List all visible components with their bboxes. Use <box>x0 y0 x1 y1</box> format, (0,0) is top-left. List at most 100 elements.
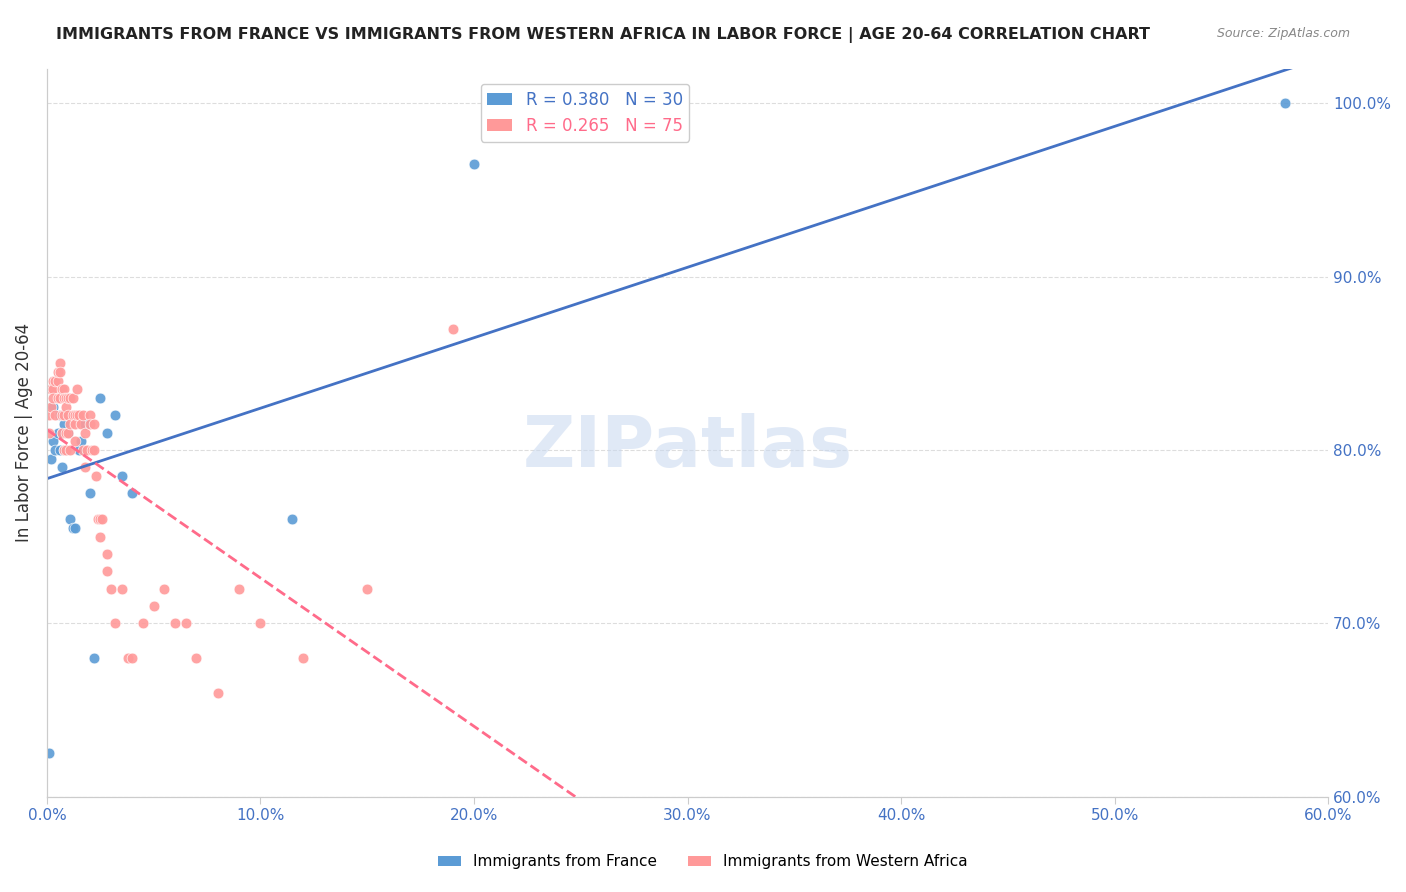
Point <box>72 442 94 457</box>
Point <box>55 442 77 457</box>
Point <box>58 391 80 405</box>
Point <box>58 425 80 440</box>
Point <box>67 442 90 457</box>
Point <box>58 425 80 440</box>
Point <box>48 442 70 457</box>
Point <box>38 425 60 440</box>
Point <box>59 417 82 431</box>
Point <box>76 442 98 457</box>
Point <box>281 512 304 526</box>
Point <box>89 512 111 526</box>
Point <box>48 356 70 370</box>
Y-axis label: In Labor Force | Age 20-64: In Labor Force | Age 20-64 <box>15 323 32 542</box>
Point <box>96 564 118 578</box>
Point <box>174 616 197 631</box>
Point <box>89 530 111 544</box>
Point <box>186 651 208 665</box>
Point <box>163 616 186 631</box>
Point <box>79 486 101 500</box>
Point <box>87 512 110 526</box>
Point <box>66 382 89 396</box>
Point <box>463 157 485 171</box>
Point <box>104 409 127 423</box>
Point <box>441 321 464 335</box>
Point <box>80 442 103 457</box>
Point <box>38 747 60 761</box>
Point <box>96 425 118 440</box>
Point <box>249 616 271 631</box>
Point <box>58 409 80 423</box>
Point <box>55 425 77 440</box>
Point <box>79 417 101 431</box>
Point <box>48 409 70 423</box>
Point <box>38 409 60 423</box>
Point <box>70 434 93 449</box>
Point <box>46 391 69 405</box>
Point <box>51 382 73 396</box>
Point <box>104 616 127 631</box>
Point <box>62 521 84 535</box>
Point <box>59 391 82 405</box>
Legend: Immigrants from France, Immigrants from Western Africa: Immigrants from France, Immigrants from … <box>432 848 974 875</box>
Point <box>63 409 86 423</box>
Point <box>228 582 250 596</box>
Point <box>111 582 134 596</box>
Point <box>44 442 66 457</box>
Text: IMMIGRANTS FROM FRANCE VS IMMIGRANTS FROM WESTERN AFRICA IN LABOR FORCE | AGE 20: IMMIGRANTS FROM FRANCE VS IMMIGRANTS FRO… <box>56 27 1150 43</box>
Point <box>83 651 105 665</box>
Point <box>70 417 93 431</box>
Point <box>55 391 77 405</box>
Point <box>52 409 75 423</box>
Point <box>39 400 62 414</box>
Point <box>111 469 134 483</box>
Point <box>52 382 75 396</box>
Point <box>42 382 65 396</box>
Point <box>51 425 73 440</box>
Point <box>75 460 97 475</box>
Point <box>42 374 65 388</box>
Point <box>89 391 111 405</box>
Point <box>59 512 82 526</box>
Point <box>207 686 229 700</box>
Point <box>48 391 70 405</box>
Point <box>39 382 62 396</box>
Point <box>52 417 75 431</box>
Point <box>153 582 176 596</box>
Point <box>84 469 107 483</box>
Point <box>51 460 73 475</box>
Point <box>67 409 90 423</box>
Point <box>52 442 75 457</box>
Point <box>72 409 94 423</box>
Point <box>117 651 139 665</box>
Point <box>51 409 73 423</box>
Point <box>292 651 315 665</box>
Point <box>46 374 69 388</box>
Point <box>121 651 143 665</box>
Point <box>55 409 77 423</box>
Point <box>51 425 73 440</box>
Point <box>46 425 69 440</box>
Point <box>52 391 75 405</box>
Point <box>100 582 122 596</box>
Text: Source: ZipAtlas.com: Source: ZipAtlas.com <box>1216 27 1350 40</box>
Point <box>48 365 70 379</box>
Point <box>96 547 118 561</box>
Text: ZIPatlas: ZIPatlas <box>523 413 852 482</box>
Point <box>59 442 82 457</box>
Legend: R = 0.380   N = 30, R = 0.265   N = 75: R = 0.380 N = 30, R = 0.265 N = 75 <box>481 84 689 142</box>
Point <box>55 400 77 414</box>
Point <box>142 599 165 613</box>
Point <box>39 451 62 466</box>
Point <box>1274 96 1296 111</box>
Point <box>62 409 84 423</box>
Point <box>46 365 69 379</box>
Point <box>356 582 378 596</box>
Point <box>62 391 84 405</box>
Point <box>66 409 89 423</box>
Point <box>132 616 155 631</box>
Point <box>52 442 75 457</box>
Point <box>63 521 86 535</box>
Point <box>75 417 97 431</box>
Point <box>91 512 114 526</box>
Point <box>44 409 66 423</box>
